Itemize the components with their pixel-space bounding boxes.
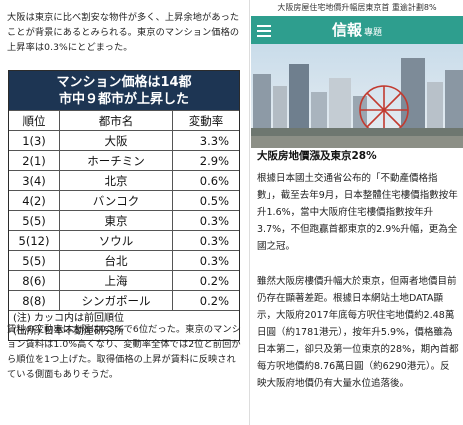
city-cell: シンガポール	[59, 290, 173, 310]
rate-cell: 0.5%	[172, 190, 239, 211]
header-city: 都市名	[59, 110, 173, 131]
logo-suffix: 專題	[364, 28, 383, 38]
table-title-line2: 市中９都市が上昇した	[58, 92, 189, 107]
rank-cell: 3(4)	[9, 170, 60, 191]
rate-cell: 0.2%	[172, 270, 239, 291]
osaka-cityscape-photo	[251, 44, 463, 148]
left-top-paragraph: 大阪は東京に比べ割安な物件が多く、上昇余地があったことが背景にあるとみられる。東…	[7, 12, 240, 53]
table-title: マンション価格は14都 市中９都市が上昇した	[9, 71, 239, 110]
left-bottom-paragraph: 賃料の変動率は大阪は0.3%で6位だった。東京のマンション賃料は1.0%高くなり…	[7, 324, 242, 380]
rate-cell: 3.3%	[172, 130, 239, 151]
table-row: 5(5) 東京 0.3%	[9, 210, 239, 231]
city-cell: 台北	[59, 250, 173, 271]
right-article-panel: 大阪房屋住宅地價升幅居東京首 重逾計劃8% 信報 專題	[251, 0, 463, 425]
city-cell: 東京	[59, 210, 173, 231]
header-rank: 順位	[9, 110, 60, 131]
rate-cell: 0.3%	[172, 250, 239, 271]
city-cell: ホーチミン	[59, 150, 173, 171]
table-row: 8(6) 上海 0.2%	[9, 270, 239, 291]
table-source: (出所) 日本不動産研究所	[13, 326, 124, 337]
table-note: (注) カッコ内は前回順位	[13, 313, 124, 324]
app-header: 信報 專題	[251, 16, 463, 44]
article-paragraph: 雖然大阪房樓價升幅大於東京，但兩者地價目前仍存在顯著差距。根據日本網站土地DAT…	[257, 276, 459, 389]
rank-cell: 2(1)	[9, 150, 60, 171]
article-headline: 大阪房地價漲及東京28%	[257, 150, 377, 162]
logo-text: 信報	[331, 21, 362, 39]
table-title-line1: マンション価格は14都	[56, 75, 192, 90]
table-row: 1(3) 大阪 3.3%	[9, 130, 239, 151]
city-cell: 大阪	[59, 130, 173, 151]
hamburger-menu-icon[interactable]	[257, 22, 271, 38]
rank-cell: 4(2)	[9, 190, 60, 211]
city-cell: 北京	[59, 170, 173, 191]
ranking-table: 順位 都市名 変動率 1(3) 大阪 3.3% 2(1) ホーチミン 2.9% …	[9, 110, 239, 310]
table-notes: (注) カッコ内は前回順位 (出所) 日本不動産研究所	[9, 310, 239, 340]
page-title: 大阪房屋住宅地價升幅居東京首 重逾計劃8%	[277, 3, 437, 12]
table-row: 3(4) 北京 0.6%	[9, 170, 239, 191]
table-row: 5(5) 台北 0.3%	[9, 250, 239, 271]
rank-cell: 5(5)	[9, 210, 60, 231]
rank-cell: 5(12)	[9, 230, 60, 251]
price-change-table: マンション価格は14都 市中９都市が上昇した 順位 都市名 変動率 1(3) 大…	[8, 70, 240, 341]
table-row: 4(2) バンコク 0.5%	[9, 190, 239, 211]
table-header-row: 順位 都市名 変動率	[9, 110, 239, 131]
city-cell: ソウル	[59, 230, 173, 251]
rate-cell: 0.3%	[172, 210, 239, 231]
table-row: 2(1) ホーチミン 2.9%	[9, 150, 239, 171]
city-cell: バンコク	[59, 190, 173, 211]
header-rate: 変動率	[172, 110, 239, 131]
table-row: 5(12) ソウル 0.3%	[9, 230, 239, 251]
browser-title-bar: 大阪房屋住宅地價升幅居東京首 重逾計劃8%	[251, 0, 463, 16]
rate-cell: 2.9%	[172, 150, 239, 171]
site-logo[interactable]: 信報 專題	[251, 16, 463, 47]
rate-cell: 0.3%	[172, 230, 239, 251]
table-row: 8(8) シンガポール 0.2%	[9, 290, 239, 310]
rank-cell: 5(5)	[9, 250, 60, 271]
rank-cell: 8(6)	[9, 270, 60, 291]
rate-cell: 0.6%	[172, 170, 239, 191]
rank-cell: 8(8)	[9, 290, 60, 310]
panel-divider	[249, 0, 250, 425]
rank-cell: 1(3)	[9, 130, 60, 151]
left-article-panel: 大阪は東京に比べ割安な物件が多く、上昇余地があったことが背景にあるとみられる。東…	[7, 12, 242, 380]
rate-cell: 0.2%	[172, 290, 239, 310]
city-cell: 上海	[59, 270, 173, 291]
article-paragraph: 根據日本國土交通省公布的「不動產價格指數」，截至去年9月，日本整體住宅樓價指數按…	[257, 173, 458, 252]
